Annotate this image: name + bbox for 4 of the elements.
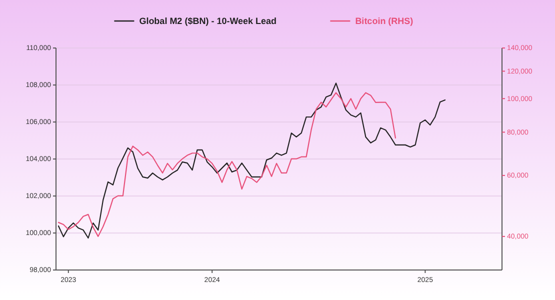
line-series [58, 92, 396, 237]
legend-label: Bitcoin (RHS) [355, 16, 414, 26]
line-series [58, 82, 446, 239]
legend-label: Global M2 ($BN) - 10-Week Lead [139, 16, 277, 26]
